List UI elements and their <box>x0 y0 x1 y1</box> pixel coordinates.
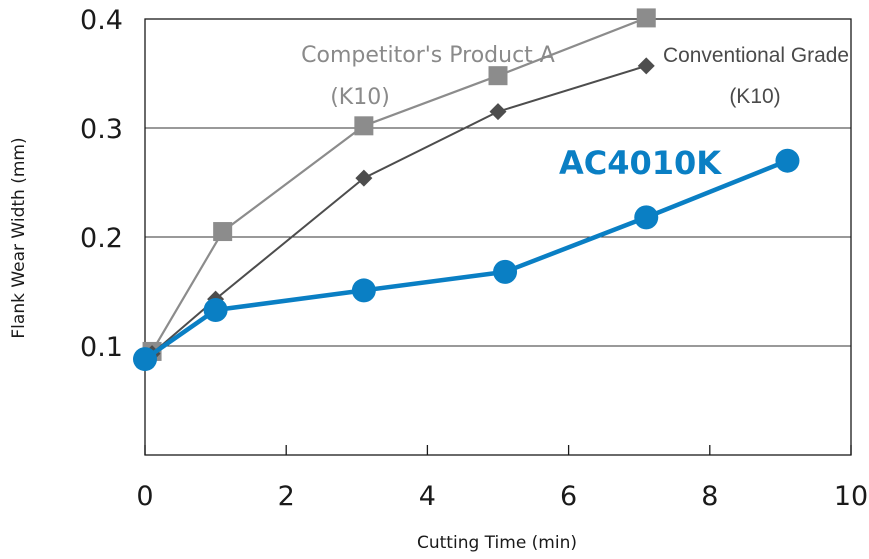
series-layer <box>133 8 800 372</box>
data-point-1-2 <box>355 169 373 187</box>
series-label-conventional-line1: Conventional Grade <box>663 44 849 67</box>
plot-frame <box>144 18 852 456</box>
y-tick-label-0.3: 0.3 <box>80 114 123 145</box>
data-point-1-4 <box>637 57 655 75</box>
y-tick-label-0.1: 0.1 <box>80 332 123 363</box>
y-tick-label-0.4: 0.4 <box>80 5 123 36</box>
data-point-2-1 <box>203 298 228 323</box>
data-point-2-3 <box>493 259 518 284</box>
x-tick-label-8: 8 <box>701 481 718 512</box>
x-axis-title: Cutting Time (min) <box>417 533 577 553</box>
x-axis-ticks: 0 2 4 6 8 10 <box>136 445 868 512</box>
data-point-2-2 <box>351 278 376 303</box>
data-point-2-5 <box>775 148 800 173</box>
series-line-2 <box>142 158 790 362</box>
data-point-0-4 <box>636 8 656 28</box>
series-label-conventional-line2: (K10) <box>729 85 780 108</box>
data-point-0-1 <box>213 222 233 242</box>
y-axis-ticks: 0.1 0.2 0.3 0.4 <box>80 5 123 363</box>
y-tick-label-0.2: 0.2 <box>80 223 123 254</box>
series-2 <box>133 148 800 372</box>
data-point-0-2 <box>354 116 374 136</box>
series-label-competitor-line1: Competitor's Product A <box>301 43 555 68</box>
series-label-ac4010k: AC4010K <box>559 144 722 182</box>
x-tick-label-10: 10 <box>834 481 868 512</box>
y-axis-title: Flank Wear Width (mm) <box>9 137 29 338</box>
series-label-competitor-line2: (K10) <box>330 85 390 110</box>
data-point-2-0 <box>133 347 157 372</box>
x-tick-label-4: 4 <box>419 481 436 512</box>
series-0 <box>142 8 656 361</box>
data-point-2-4 <box>634 205 659 230</box>
data-point-0-3 <box>488 66 508 86</box>
x-tick-label-6: 6 <box>560 481 577 512</box>
data-point-1-3 <box>489 103 507 121</box>
x-tick-label-2: 2 <box>278 481 295 512</box>
x-tick-label-0: 0 <box>136 481 153 512</box>
